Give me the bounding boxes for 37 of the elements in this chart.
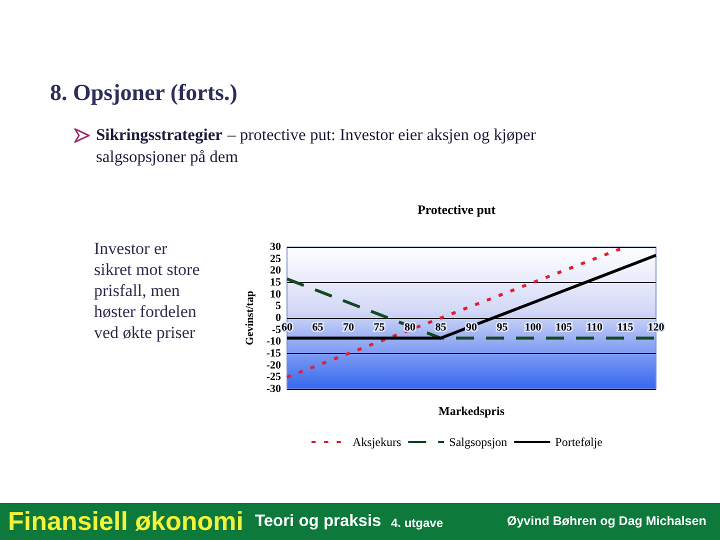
x-tick-label: 80: [404, 322, 416, 334]
text: salgsopsjoner på dem: [96, 147, 238, 166]
y-tick-label: 25: [270, 252, 282, 265]
text: Investor er sikret mot store prisfall, men høster fordelen ved økte priser: [94, 238, 201, 343]
y-tick-label: 30: [270, 241, 282, 253]
y-tick-label: -5: [272, 324, 282, 336]
legend-label: Aksjekurs: [352, 435, 402, 449]
x-tick-label: 115: [617, 322, 634, 334]
x-tick-label: 70: [343, 322, 354, 334]
y-tick-label: 5: [276, 300, 282, 312]
x-axis-title: Markedspris: [438, 404, 505, 418]
x-tick-label: 60: [282, 322, 293, 334]
y-tick-label: -10: [266, 336, 282, 348]
y-tick-label: -15: [266, 348, 282, 360]
x-tick-label: 120: [648, 322, 665, 334]
text: – protective put: Investor eier aksjen og kjøper: [227, 125, 536, 144]
y-tick-label: 20: [270, 264, 282, 277]
x-tick-label: 105: [556, 322, 572, 334]
x-tick-label: 65: [312, 322, 324, 334]
legend-label: Salgsopsjon: [449, 435, 508, 449]
legend-label: Portefølje: [555, 435, 603, 449]
y-tick-label: -20: [266, 359, 282, 372]
x-tick-label: 110: [586, 322, 603, 334]
text: 8. Opsjoner (forts.): [50, 80, 238, 106]
footer-banner: Finansiell økonomi Teori og praksis 4. utgave Øyvind Bøhren og Dag Michalsen: [0, 503, 720, 540]
y-tick-label: 15: [270, 276, 282, 288]
x-tick-label: 75: [374, 322, 386, 334]
text: Sikringsstrategier: [96, 125, 222, 144]
y-tick-label: 10: [270, 288, 282, 300]
y-tick-label: 0: [276, 312, 282, 324]
x-tick-label: 100: [524, 322, 542, 334]
chart-title: Protective put: [417, 202, 496, 217]
y-tick-label: -30: [266, 383, 282, 395]
y-tick-label: -25: [266, 371, 282, 384]
y-axis-title: Gevinst/tap: [244, 290, 256, 346]
x-tick-label: 95: [496, 322, 508, 334]
x-tick-label: 85: [435, 322, 447, 334]
